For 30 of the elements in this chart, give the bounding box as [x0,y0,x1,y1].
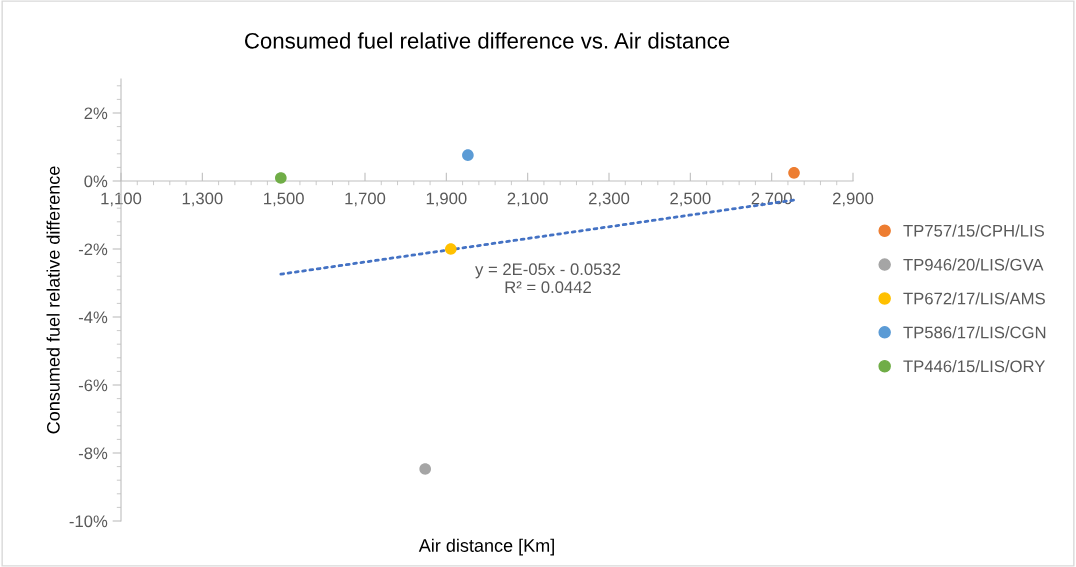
y-tick-label: -4% [78,311,108,324]
y-axis-title: Consumed fuel relative difference [46,166,60,434]
x-tick-label: 1,700 [345,192,386,207]
point [788,167,800,179]
point [419,463,431,475]
y-tick-label: 2% [84,107,108,120]
annotation: y = 2E-05x - 0.0532 R² = 0.0442 [475,263,621,294]
x-tick-label: 2,900 [832,192,874,207]
point [275,172,287,184]
legend-label: TP757/15/CPH/LIS [903,224,1044,237]
x-tick-label: 2,500 [670,192,711,207]
legend-label: TP446/15/LIS/ORY [903,359,1046,373]
x-tick-label: 2,300 [588,192,630,207]
x-tick-label: 1,300 [182,192,223,207]
legend-label: TP946/20/LIS/GVA [903,258,1044,271]
chart-title: Consumed fuel relative difference vs. Air distance [245,32,730,49]
y-tick-label: -8% [78,447,108,460]
x-tick-label: 1,100 [101,192,142,207]
x-axis-title: Air distance [Km] [418,538,554,556]
legend-label: TP672/17/LIS/AMS [903,292,1045,305]
x-tick-label: 1,900 [426,192,467,207]
y-tick-label: 0% [84,175,108,188]
y-tick-label: -10% [69,515,108,528]
x-tick-label: 2,100 [507,192,548,207]
point [462,149,474,161]
point [445,243,457,255]
legend-label: TP586/17/LIS/CGN [903,326,1046,339]
x-tick-label: 1,500 [264,192,304,207]
y-tick-label: -6% [78,379,108,392]
y-tick-label: -2% [78,243,108,256]
